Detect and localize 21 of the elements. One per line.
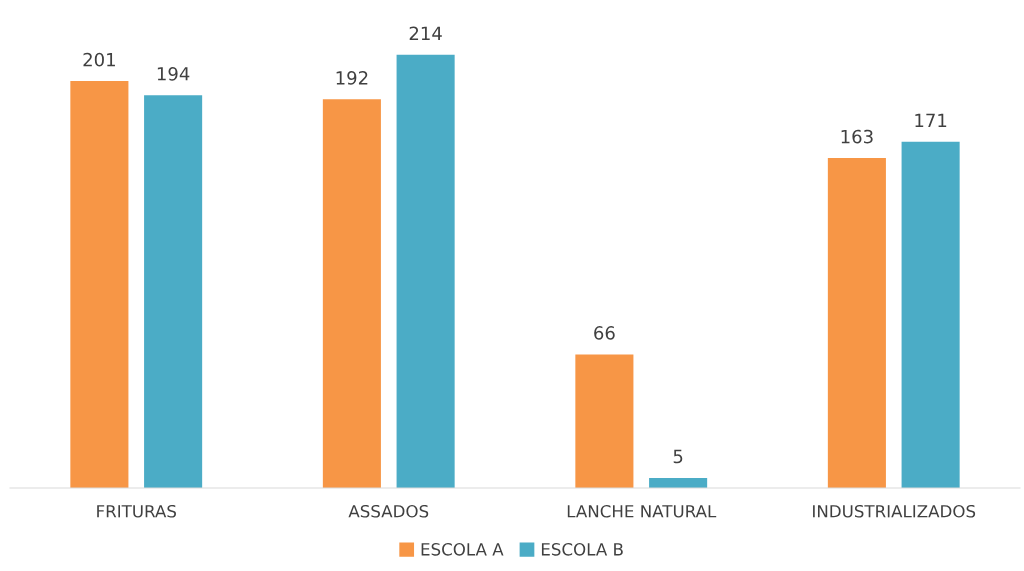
data-label: 194 [157, 66, 190, 81]
bar [322, 99, 381, 488]
data-label: 163 [841, 129, 873, 144]
data-label: 201 [83, 52, 115, 67]
x-tick-label: INDUSTRIALIZADOS [813, 504, 976, 518]
data-label: 5 [673, 449, 683, 464]
data-label: 66 [594, 326, 615, 340]
data-label: 214 [409, 26, 442, 40]
x-tick-label: FRITURAS [97, 504, 176, 518]
x-tick-label: LANCHE NATURAL [567, 504, 717, 518]
bar [396, 54, 455, 488]
legend-label: ESCOLA A [421, 543, 504, 556]
bar [827, 158, 886, 488]
legend-label: ESCOLA B [541, 543, 623, 556]
data-label: 192 [336, 71, 368, 85]
bar [144, 95, 203, 488]
x-tick-label: ASSADOS [348, 504, 429, 518]
bar [70, 81, 129, 488]
bar [901, 141, 960, 488]
data-label: 171 [915, 113, 947, 127]
bar [575, 354, 634, 488]
